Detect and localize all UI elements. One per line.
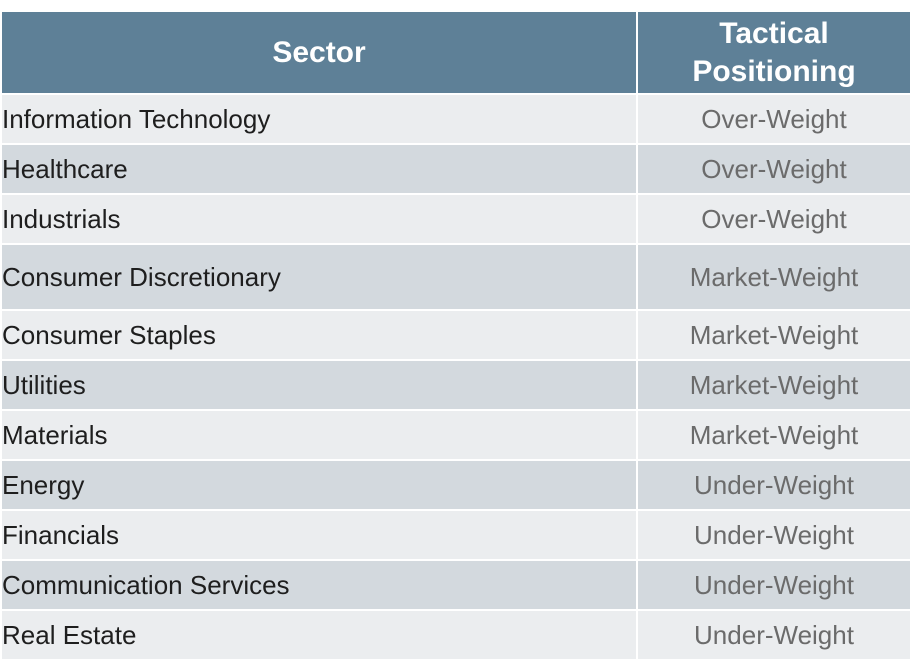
- positioning-cell: Over-Weight: [701, 153, 847, 184]
- sector-cell: Consumer Staples: [2, 311, 638, 359]
- table-row: Consumer Discretionary Market-Weight: [2, 245, 910, 311]
- sector-cell: Utilities: [2, 361, 638, 409]
- table-body: Information Technology Over-Weight Healthc…: [2, 95, 910, 661]
- table-row: Healthcare Over-Weight: [2, 145, 910, 195]
- table-header: Sector Tactical Positioning: [2, 12, 910, 95]
- sector-cell: Energy: [2, 461, 638, 509]
- sector-positioning-table: Sector Tactical Positioning Information …: [2, 12, 910, 661]
- sector-cell: Real Estate: [2, 611, 638, 659]
- positioning-cell: Under-Weight: [694, 519, 854, 550]
- table-row: Utilities Market-Weight: [2, 361, 910, 411]
- positioning-cell: Market-Weight: [689, 319, 859, 350]
- positioning-cell: Market-Weight: [689, 369, 859, 400]
- table-row: Energy Under-Weight: [2, 461, 910, 511]
- sector-cell: Materials: [2, 411, 638, 459]
- table-row: Industrials Over-Weight: [2, 195, 910, 245]
- table-row: Materials Market-Weight: [2, 411, 910, 461]
- sector-cell: Information Technology: [2, 95, 638, 143]
- positioning-cell: Market-Weight: [689, 261, 859, 292]
- positioning-cell: Under-Weight: [694, 469, 854, 500]
- sector-cell: Healthcare: [2, 145, 638, 193]
- positioning-cell: Over-Weight: [701, 203, 847, 234]
- sector-cell: Industrials: [2, 195, 638, 243]
- positioning-cell: Over-Weight: [701, 103, 847, 134]
- header-sector: Sector: [2, 12, 638, 93]
- positioning-cell: Under-Weight: [694, 569, 854, 600]
- table-row: Communication Services Under-Weight: [2, 561, 910, 611]
- header-tactical-positioning: Tactical Positioning: [692, 16, 856, 88]
- table-row: Financials Under-Weight: [2, 511, 910, 561]
- sector-cell: Communication Services: [2, 561, 638, 609]
- positioning-cell: Market-Weight: [689, 419, 859, 450]
- positioning-cell: Under-Weight: [694, 619, 854, 650]
- table-row: Real Estate Under-Weight: [2, 611, 910, 661]
- table-row: Consumer Staples Market-Weight: [2, 311, 910, 361]
- sector-cell: Consumer Discretionary: [2, 245, 638, 309]
- table-row: Information Technology Over-Weight: [2, 95, 910, 145]
- sector-cell: Financials: [2, 511, 638, 559]
